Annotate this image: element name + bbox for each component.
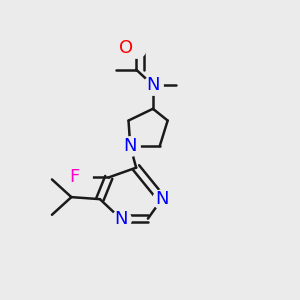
Text: O: O [119,39,133,57]
Text: N: N [146,76,160,94]
Text: N: N [114,210,127,228]
Text: N: N [155,190,169,208]
Text: N: N [124,137,137,155]
Text: F: F [69,168,79,186]
